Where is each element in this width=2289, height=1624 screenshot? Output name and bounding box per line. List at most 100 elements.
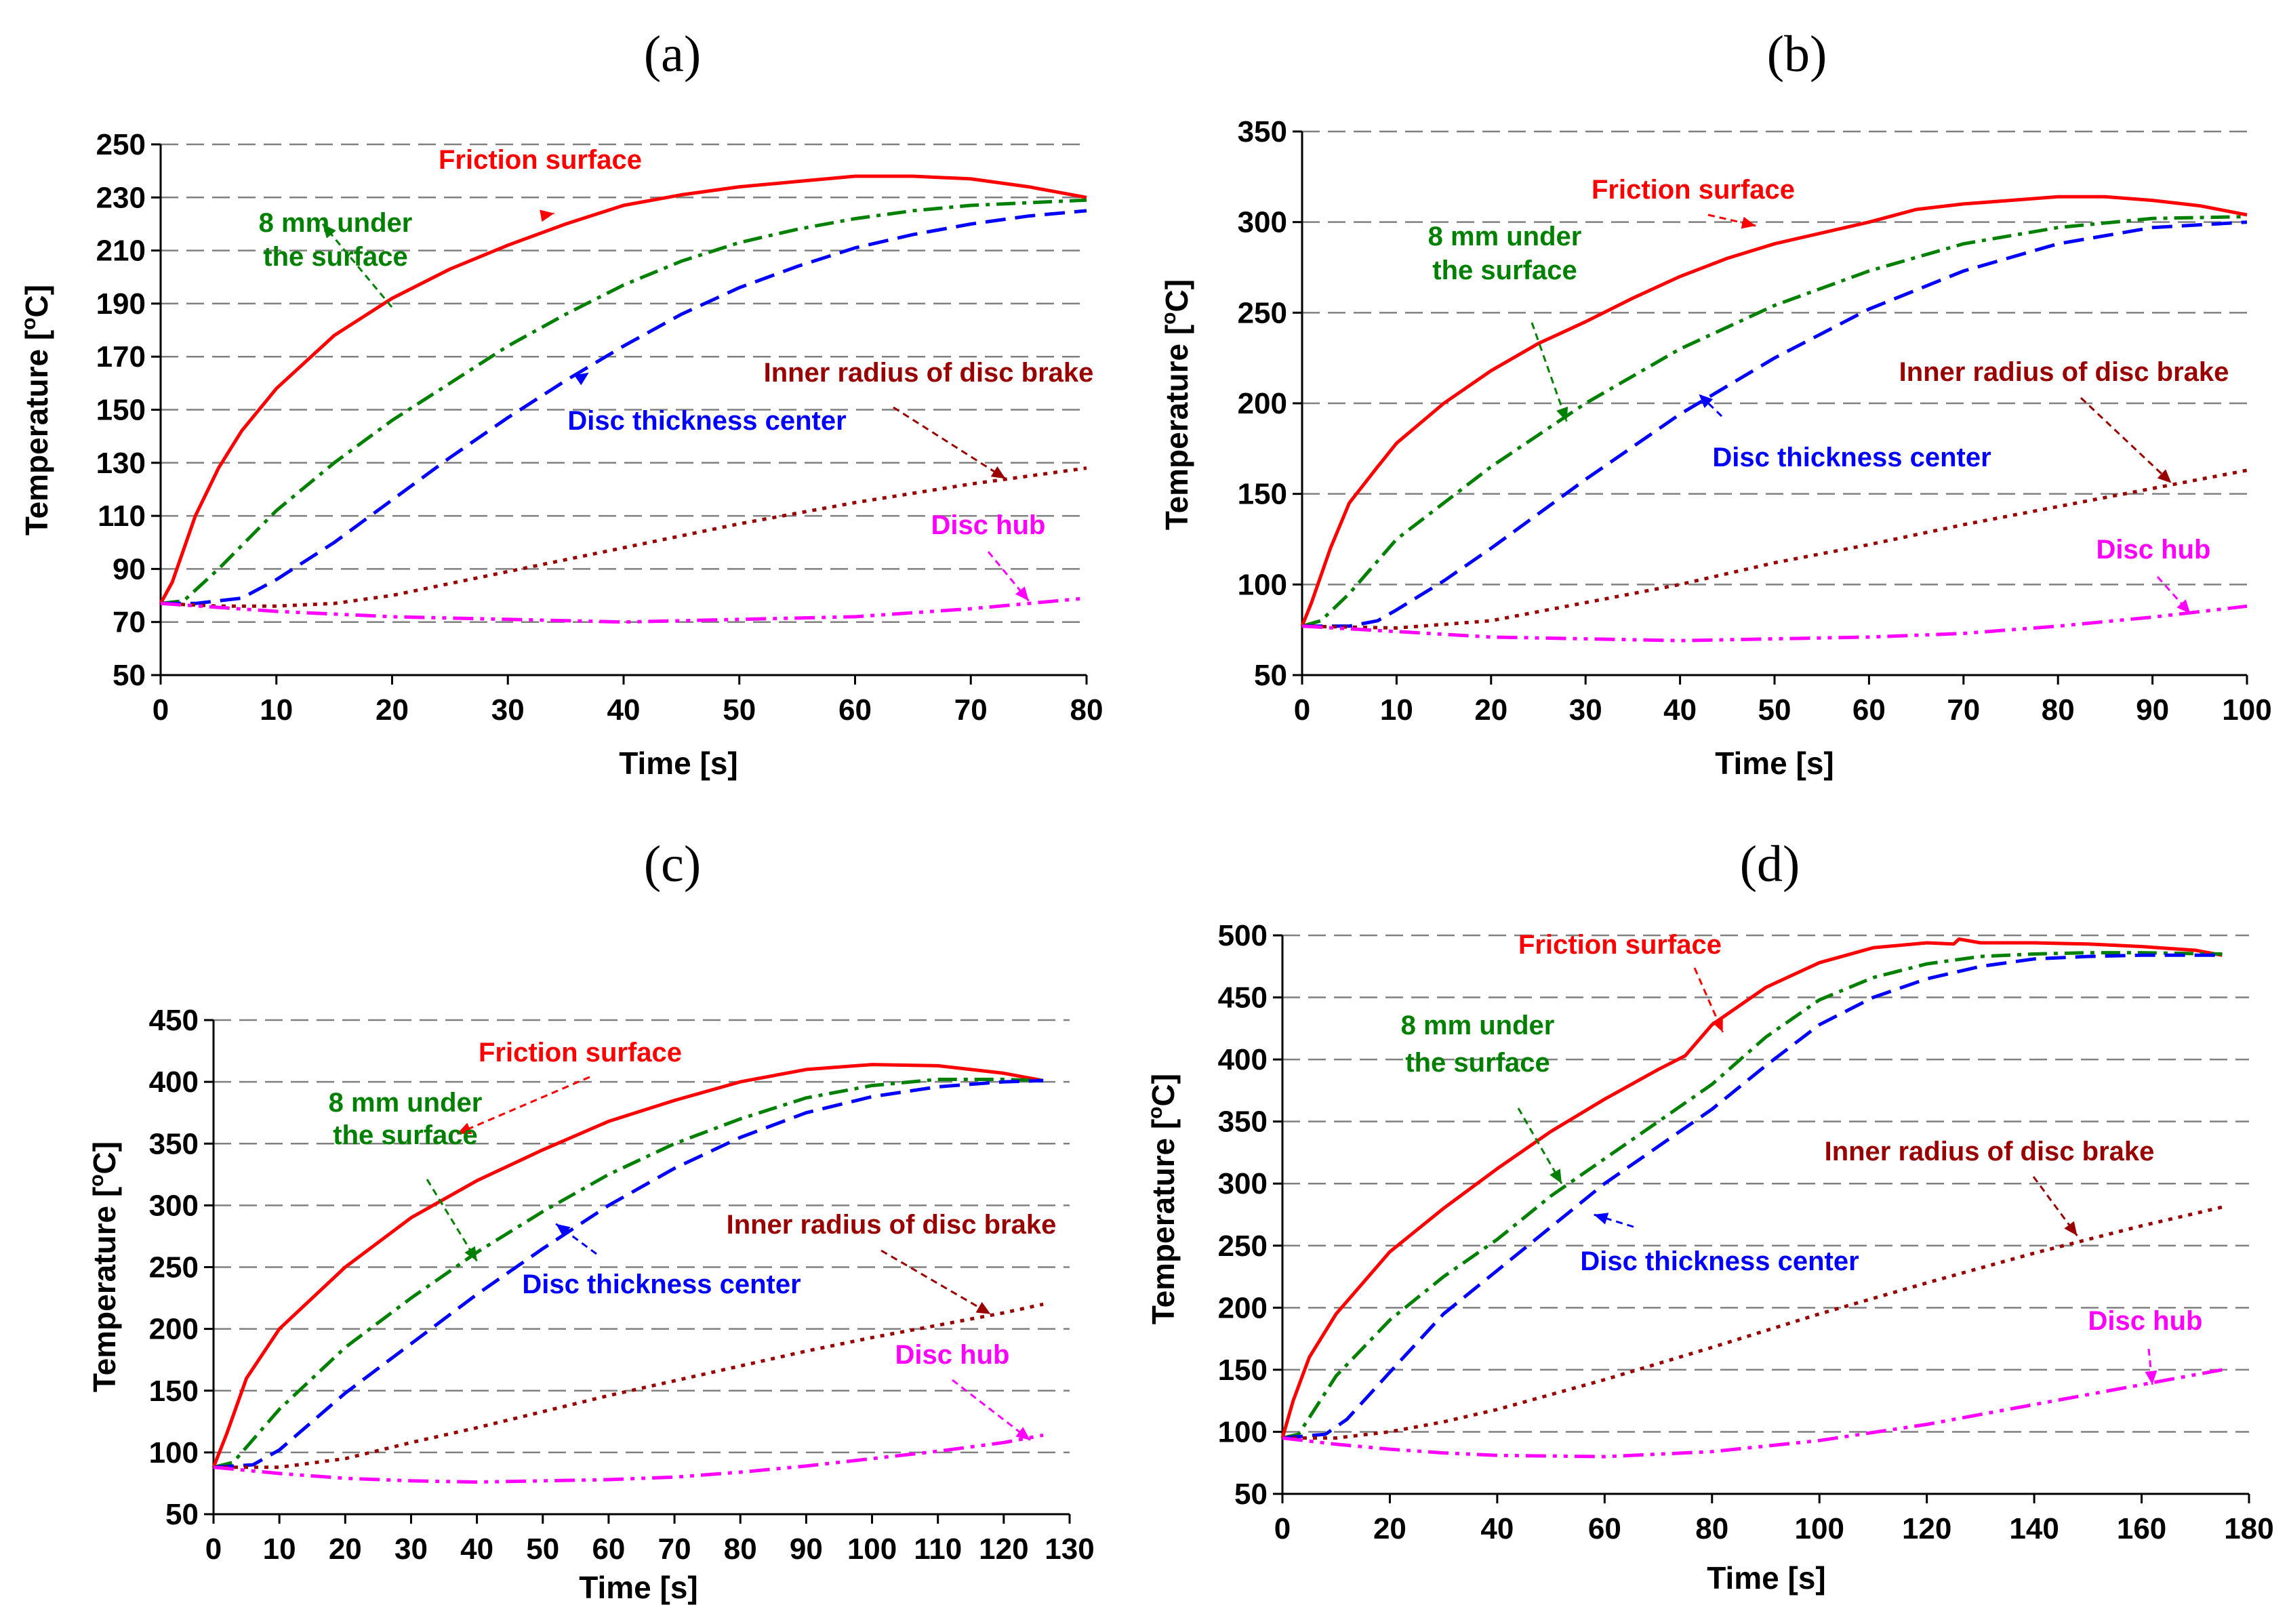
y-tick-label: 450: [1218, 981, 1268, 1015]
y-tick-label: 50: [1254, 659, 1287, 692]
y-tick-label: 450: [149, 1004, 199, 1037]
annotation-arrowhead: [457, 1122, 472, 1135]
annotation-8-mm-under-the-surface: 8 mm under the surface: [259, 208, 413, 272]
series-line-inner-radius-of-disc-brake: [160, 466, 1087, 608]
y-tick-label: 250: [1238, 296, 1287, 329]
y-tick-label: 300: [1218, 1167, 1268, 1200]
x-tick-label: 20: [329, 1532, 362, 1566]
x-tick-label: 10: [263, 1532, 296, 1566]
y-tick-label: 250: [149, 1251, 199, 1284]
y-axis-title: Temperature [oC]: [1144, 1074, 1181, 1324]
x-tick-label: 0: [153, 693, 169, 727]
y-tick-label: 170: [96, 340, 146, 373]
x-tick-label: 70: [1947, 693, 1980, 727]
x-tick-label: 10: [260, 693, 293, 727]
series-line-disc-thickness-center: [1302, 220, 2248, 628]
annotation-friction-surface: Friction surface: [439, 145, 642, 175]
annotation-8-mm-under-the-surface: 8 mm under the surface: [1428, 222, 1582, 285]
annotation-arrow: [456, 1076, 590, 1135]
series-line-disc-hub: [213, 1433, 1044, 1484]
annotation-arrowhead: [540, 209, 554, 222]
annotation-arrow: [321, 223, 393, 308]
x-axis-title: Time [s]: [619, 746, 738, 781]
y-tick-label: 90: [113, 552, 146, 586]
series-line-inner-radius-of-disc-brake: [214, 1302, 1044, 1469]
panel-letter-c: (c): [644, 836, 701, 893]
annotation-8-mm-under-the-surface: 8 mm under the surface: [1401, 1011, 1555, 1078]
x-tick-label: 60: [838, 693, 872, 727]
annotation-arrowhead: [1015, 586, 1029, 601]
x-tick-label: 100: [1795, 1512, 1844, 1545]
x-tick-label: 0: [1294, 693, 1310, 727]
y-tick-label: 200: [1218, 1291, 1268, 1324]
x-tick-label: 10: [1380, 693, 1413, 727]
annotation-disc-thickness-center: Disc thickness center: [567, 406, 846, 436]
x-tick-label: 40: [460, 1532, 493, 1566]
x-axis-title: Time [s]: [579, 1570, 698, 1605]
x-tick-label: 20: [1474, 693, 1507, 727]
annotation-friction-surface: Friction surface: [479, 1038, 682, 1068]
annotation-arrow: [1517, 1108, 1563, 1184]
series-line-8-mm-under-the-surface: [213, 1078, 1044, 1469]
x-tick-label: 20: [376, 693, 409, 727]
x-tick-label: 60: [592, 1532, 625, 1566]
y-tick-label: 300: [1238, 206, 1287, 239]
y-axis-title: Temperature [oC]: [1158, 279, 1194, 530]
y-tick-label: 50: [165, 1498, 199, 1531]
annotation-arrow: [880, 1249, 992, 1316]
x-tick-label: 180: [2224, 1512, 2273, 1545]
x-axis-title: Time [s]: [1715, 746, 1834, 781]
annotation-arrowhead: [1015, 1427, 1030, 1440]
annotation-arrowhead: [1549, 1169, 1562, 1184]
y-tick-label: 100: [149, 1436, 199, 1469]
annotation-arrowhead: [574, 372, 589, 386]
annotation-arrowhead: [323, 224, 336, 239]
annotation-arrow: [2080, 397, 2172, 484]
annotation-arrowhead: [2176, 599, 2191, 614]
y-tick-label: 100: [1238, 568, 1287, 601]
y-axis-title: Temperature [oC]: [85, 1141, 122, 1392]
annotation-arrowhead: [464, 1246, 477, 1261]
series-line-8-mm-under-the-surface: [160, 198, 1087, 605]
y-tick-label: 200: [1238, 387, 1287, 420]
annotation-arrow: [893, 406, 1007, 480]
y-tick-label: 350: [1218, 1105, 1268, 1139]
series-line-friction-surface: [211, 1063, 1044, 1468]
panel-letter-a: (a): [644, 26, 701, 83]
y-tick-label: 210: [96, 235, 146, 268]
x-tick-label: 100: [2222, 693, 2271, 727]
x-tick-label: 40: [1663, 693, 1697, 727]
annotation-8-mm-under-the-surface: 8 mm under the surface: [329, 1088, 483, 1150]
x-tick-label: 20: [1373, 1512, 1406, 1545]
annotation-arrow: [555, 1223, 597, 1255]
x-tick-label: 40: [1480, 1512, 1514, 1545]
y-tick-label: 250: [1218, 1230, 1268, 1263]
y-tick-label: 400: [149, 1065, 199, 1099]
annotation-arrowhead: [2157, 469, 2172, 483]
series-line-8-mm-under-the-surface: [1301, 215, 2248, 628]
x-tick-label: 80: [1695, 1512, 1728, 1545]
series-line-disc-hub: [160, 596, 1087, 624]
x-tick-label: 80: [1070, 693, 1103, 727]
y-tick-label: 150: [1238, 478, 1287, 511]
y-tick-label: 100: [1218, 1415, 1268, 1448]
annotation-arrowhead: [1556, 406, 1568, 422]
y-tick-label: 350: [1238, 115, 1287, 148]
series-line-friction-surface: [1300, 195, 2248, 627]
x-tick-label: 100: [847, 1532, 897, 1566]
annotation-arrowhead: [2064, 1221, 2078, 1236]
y-tick-label: 190: [96, 287, 146, 321]
y-axis-title: Temperature [oC]: [18, 285, 54, 535]
y-tick-label: 230: [96, 181, 146, 214]
x-tick-label: 0: [205, 1532, 222, 1566]
annotation-inner-radius-of-disc-brake: Inner radius of disc brake: [727, 1210, 1057, 1240]
x-axis-title: Time [s]: [1707, 1560, 1826, 1596]
x-tick-label: 50: [1758, 693, 1791, 727]
annotation-arrowhead: [1594, 1213, 1609, 1225]
x-tick-label: 70: [954, 693, 988, 727]
y-tick-label: 50: [1234, 1478, 1268, 1511]
annotation-arrowhead: [1711, 1017, 1723, 1032]
y-tick-label: 110: [98, 500, 146, 533]
x-tick-label: 130: [1045, 1532, 1094, 1566]
chart-panel-a: (a) 50 70 90 110 130 150 170 190 210 230 250 0 10 20 30…: [18, 26, 1103, 781]
